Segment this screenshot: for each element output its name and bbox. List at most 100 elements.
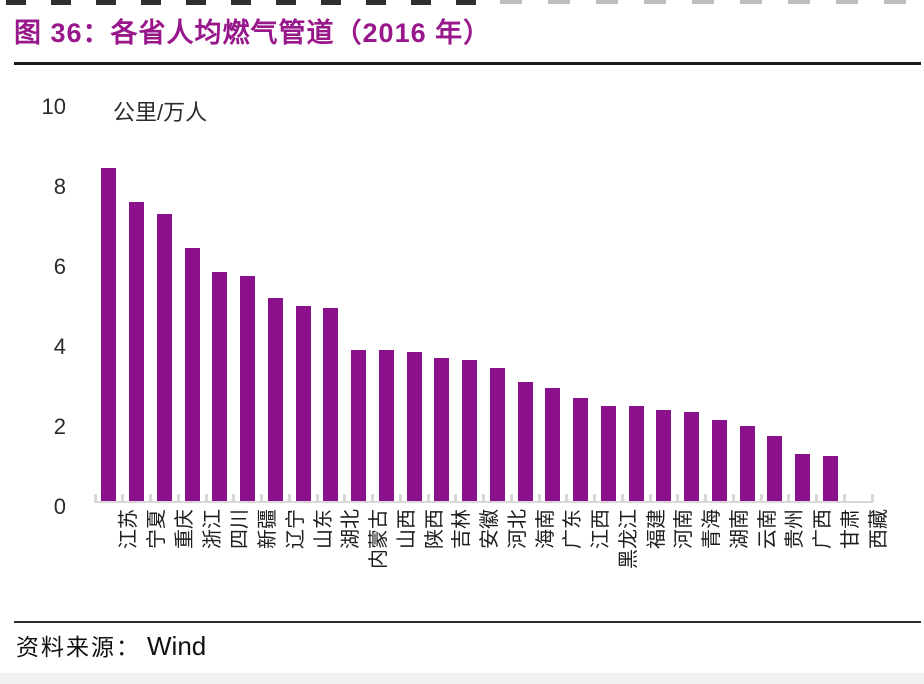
source-label: 资料来源： bbox=[16, 635, 141, 660]
y-axis-tick-label: 10 bbox=[41, 94, 66, 119]
x-axis-category-label: 新疆 bbox=[257, 509, 280, 549]
x-axis-tick bbox=[260, 494, 263, 502]
x-axis-category-label: 云南 bbox=[756, 509, 779, 549]
x-axis-tick bbox=[121, 494, 125, 502]
x-axis-tick bbox=[232, 494, 236, 502]
x-axis-tick bbox=[704, 494, 707, 502]
x-axis-category-label: 内蒙古 bbox=[368, 509, 391, 569]
x-axis-category-label: 山东 bbox=[312, 509, 335, 549]
x-axis-tick bbox=[593, 494, 596, 502]
x-axis-category-label: 湖北 bbox=[340, 509, 363, 549]
y-axis-unit-label: 公里/万人 bbox=[113, 100, 208, 125]
x-axis-category-label: 广西 bbox=[812, 509, 835, 549]
x-axis-tick bbox=[620, 494, 624, 502]
x-axis-category-label: 宁夏 bbox=[146, 509, 169, 549]
x-axis-category-label: 江苏 bbox=[118, 509, 141, 549]
bar bbox=[267, 298, 283, 502]
x-axis-category-label: 重庆 bbox=[173, 509, 196, 549]
x-axis-tick bbox=[176, 494, 180, 502]
x-axis-category-label: 贵州 bbox=[784, 509, 807, 549]
x-axis-category-label: 浙江 bbox=[201, 509, 224, 549]
y-axis-tick-label: 6 bbox=[53, 254, 66, 279]
y-axis-tick-label: 8 bbox=[53, 174, 66, 199]
bar bbox=[739, 426, 755, 502]
bar bbox=[129, 202, 145, 502]
x-axis-tick bbox=[759, 494, 763, 502]
footer-divider-rule bbox=[14, 621, 921, 623]
x-axis-category-label: 黑龙江 bbox=[617, 509, 640, 569]
x-axis-category-label: 陕西 bbox=[423, 509, 446, 549]
bar bbox=[156, 214, 172, 502]
x-axis-tick bbox=[787, 494, 791, 502]
x-axis-category-label: 广东 bbox=[562, 509, 585, 549]
x-axis-tick bbox=[565, 494, 569, 502]
x-axis-category-label: 福建 bbox=[645, 509, 668, 549]
bar bbox=[406, 352, 422, 502]
bar bbox=[822, 456, 838, 502]
x-axis-tick bbox=[426, 494, 430, 502]
bar bbox=[462, 360, 478, 502]
x-axis-tick bbox=[315, 494, 319, 502]
bar bbox=[184, 248, 200, 502]
x-axis-tick bbox=[93, 494, 97, 502]
x-axis-tick bbox=[287, 494, 291, 502]
bar bbox=[101, 168, 117, 502]
x-axis-category-label: 江西 bbox=[590, 509, 613, 549]
bar bbox=[545, 388, 561, 502]
y-axis-tick-label: 4 bbox=[53, 334, 66, 359]
bar bbox=[489, 368, 505, 502]
bar bbox=[656, 410, 672, 502]
bar bbox=[711, 420, 727, 502]
bar bbox=[600, 406, 616, 502]
page-bottom-strip bbox=[0, 673, 924, 684]
x-axis-category-label: 山西 bbox=[395, 509, 418, 549]
bar bbox=[240, 276, 256, 502]
x-axis-category-label: 湖南 bbox=[728, 509, 751, 549]
x-axis-category-label: 西藏 bbox=[867, 509, 890, 549]
x-axis-category-label: 四川 bbox=[229, 509, 252, 549]
x-axis-tick bbox=[676, 494, 680, 502]
bar bbox=[517, 382, 533, 502]
source-value: Wind bbox=[147, 631, 207, 661]
x-axis-line bbox=[94, 501, 873, 503]
bar bbox=[628, 406, 644, 502]
bar bbox=[351, 350, 367, 502]
x-axis-tick bbox=[149, 494, 152, 502]
x-axis-tick bbox=[731, 494, 735, 502]
figure-title: 图 36：各省人均燃气管道（2016 年） bbox=[14, 18, 492, 48]
x-axis-tick bbox=[482, 494, 485, 502]
x-axis-tick bbox=[648, 494, 652, 502]
x-axis-category-label: 吉林 bbox=[451, 509, 474, 549]
x-axis-category-label: 甘肃 bbox=[839, 509, 862, 549]
x-axis-tick bbox=[537, 494, 541, 502]
clipped-text-fragments-left bbox=[6, 0, 498, 5]
bar bbox=[295, 306, 311, 502]
x-axis-category-label: 辽宁 bbox=[284, 509, 307, 549]
bar bbox=[434, 358, 450, 502]
bar bbox=[684, 412, 700, 502]
x-axis-category-label: 河北 bbox=[506, 509, 529, 549]
x-axis-category-label: 青海 bbox=[701, 509, 724, 549]
x-axis-tick bbox=[870, 494, 874, 502]
x-axis-tick bbox=[509, 494, 513, 502]
y-axis-tick-label: 0 bbox=[53, 494, 66, 519]
x-axis-category-label: 安徽 bbox=[479, 509, 502, 549]
y-axis-tick-label: 2 bbox=[53, 414, 66, 439]
bar bbox=[323, 308, 339, 502]
x-axis-tick bbox=[371, 494, 374, 502]
bar bbox=[767, 436, 783, 502]
x-axis-tick bbox=[343, 494, 347, 502]
bar bbox=[212, 272, 228, 502]
x-axis-tick bbox=[454, 494, 458, 502]
x-axis-tick bbox=[815, 494, 818, 502]
x-axis-tick bbox=[204, 494, 208, 502]
x-axis-category-label: 河南 bbox=[673, 509, 696, 549]
bar bbox=[378, 350, 394, 502]
clipped-text-fragments-right bbox=[500, 0, 920, 4]
x-axis-tick bbox=[842, 494, 846, 502]
bar bbox=[795, 454, 811, 502]
x-axis-category-label: 海南 bbox=[534, 509, 557, 549]
source-row: 资料来源： Wind bbox=[16, 628, 206, 662]
x-axis-tick bbox=[398, 494, 402, 502]
